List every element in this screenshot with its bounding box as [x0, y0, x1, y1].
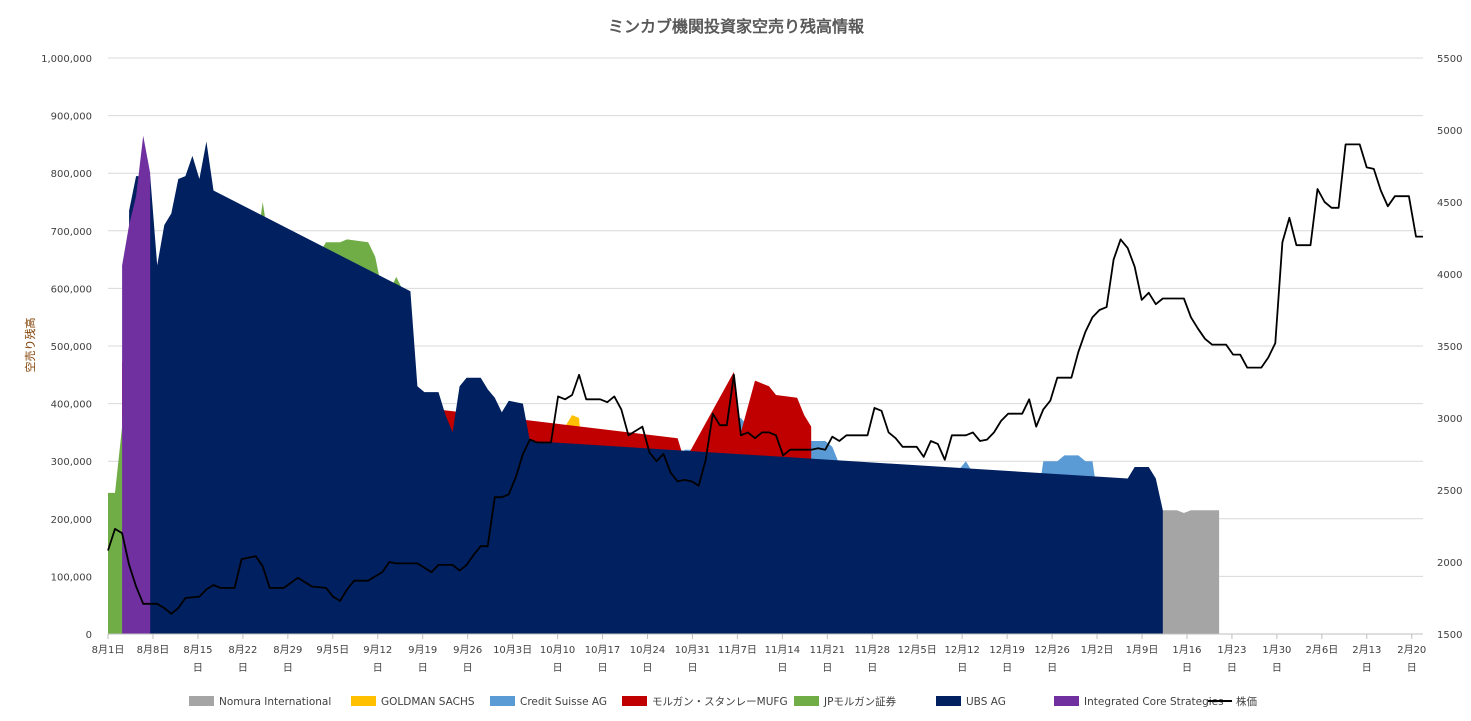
y-tick-label: 400,000	[51, 400, 92, 411]
axes: 0 100,000 200,000 300,000 400,000 500,000 600,…	[41, 54, 1462, 674]
x-tick-label: 10月3日	[493, 644, 532, 656]
legend-label: UBS AG	[966, 696, 1006, 708]
legend-item: Integrated Core Strategies	[1054, 696, 1224, 708]
area-ubs-ag	[129, 141, 1163, 634]
legend-swatch	[1054, 696, 1079, 706]
x-tick-label: 11月14 日	[765, 644, 800, 674]
y-tick-label: 900,000	[51, 112, 92, 123]
legend-label: JPモルガン証券	[823, 695, 897, 708]
x-tick-label: 9月12 日	[363, 644, 392, 674]
x-tick-label: 12月26 日	[1034, 644, 1069, 674]
y2-tick-label: 5500	[1437, 54, 1462, 65]
legend-item: Nomura International	[189, 696, 331, 708]
legend-label: 株価	[1236, 695, 1257, 708]
x-tick-label: 10月17 日	[585, 644, 620, 674]
legend: Nomura International GOLDMAN SACHS Credit …	[189, 695, 1257, 708]
legend-swatch	[189, 696, 214, 706]
x-tick-label: 9月19 日	[408, 644, 437, 674]
x-tick-label: 8月15 日	[183, 644, 212, 674]
x-tick-label: 2月13 日	[1352, 644, 1381, 674]
area-integrated-core-strategies	[122, 135, 151, 635]
x-tick-label: 11月28 日	[855, 644, 890, 674]
stock-price-line	[107, 143, 1423, 615]
x-tick-label: 8月22 日	[228, 644, 257, 674]
y2-tick-label: 3500	[1437, 342, 1462, 353]
legend-item: GOLDMAN SACHS	[351, 696, 475, 708]
legend-item: Credit Suisse AG	[490, 696, 607, 708]
x-tick-label: 11月21 日	[810, 644, 845, 674]
legend-label: モルガン・スタンレーMUFG	[652, 696, 788, 708]
x-tick-label: 9月26 日	[453, 644, 482, 674]
x-tick-label: 2月20 日	[1397, 644, 1426, 674]
legend-label: GOLDMAN SACHS	[381, 696, 475, 708]
legend-item: JPモルガン証券	[794, 695, 897, 708]
legend-swatch	[490, 696, 515, 706]
x-tick-label: 10月24 日	[630, 644, 665, 674]
x-tick-label: 12月12 日	[944, 644, 979, 674]
y2-tick-label: 3000	[1437, 414, 1462, 425]
x-tick-label: 12月19 日	[989, 644, 1024, 674]
x-tick-label: 8月1日	[92, 644, 125, 656]
x-tick-label: 8月29 日	[273, 644, 302, 674]
legend-label: Credit Suisse AG	[520, 696, 607, 708]
y2-tick-label: 2000	[1437, 558, 1462, 569]
y2-tick-label: 4000	[1437, 270, 1462, 281]
x-tick-label: 8月8日	[137, 644, 170, 656]
y-tick-label: 600,000	[51, 284, 92, 295]
x-tick-label: 1月16 日	[1172, 644, 1201, 674]
legend-swatch	[794, 696, 819, 706]
stock-price-layer	[107, 143, 1423, 615]
y2-tick-label: 2500	[1437, 486, 1462, 497]
y-tick-label: 1,000,000	[41, 54, 92, 65]
y-tick-label: 700,000	[51, 227, 92, 238]
legend-label: Nomura International	[219, 696, 331, 708]
x-tick-label: 10月10 日	[540, 644, 575, 674]
y-tick-label: 500,000	[51, 342, 92, 353]
y-tick-label: 300,000	[51, 457, 92, 468]
y-axis-label: 空売り残高	[23, 318, 37, 373]
x-tick-label: 1月9日	[1126, 644, 1159, 656]
y2-tick-label: 5000	[1437, 126, 1462, 137]
legend-item: モルガン・スタンレーMUFG	[622, 696, 788, 708]
y-tick-label: 0	[86, 630, 92, 641]
x-tick-label: 1月23 日	[1217, 644, 1246, 674]
x-tick-label: 9月5日	[316, 644, 349, 656]
y2-tick-label: 1500	[1437, 630, 1462, 641]
y2-tick-label: 4500	[1437, 198, 1462, 209]
legend-item: UBS AG	[936, 696, 1006, 708]
legend-item: 株価	[1208, 695, 1257, 708]
x-tick-label: 12月5日	[898, 644, 937, 656]
x-tick-label: 10月31 日	[675, 644, 710, 674]
legend-swatch	[936, 696, 961, 706]
y-tick-label: 200,000	[51, 515, 92, 526]
y-tick-label: 800,000	[51, 169, 92, 180]
area-series-layer	[108, 135, 1220, 635]
chart-title: ミンカブ機関投資家空売り残高情報	[608, 17, 865, 36]
x-tick-label: 1月2日	[1081, 644, 1114, 656]
legend-swatch	[351, 696, 376, 706]
legend-label: Integrated Core Strategies	[1084, 696, 1224, 708]
legend-swatch	[622, 696, 647, 706]
x-tick-label: 2月6日	[1305, 644, 1338, 656]
x-tick-label: 1月30 日	[1262, 644, 1291, 674]
y-tick-label: 100,000	[51, 572, 92, 583]
x-tick-label: 11月7日	[718, 644, 757, 656]
